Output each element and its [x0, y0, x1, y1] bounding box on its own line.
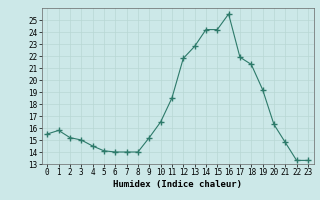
X-axis label: Humidex (Indice chaleur): Humidex (Indice chaleur) [113, 180, 242, 189]
